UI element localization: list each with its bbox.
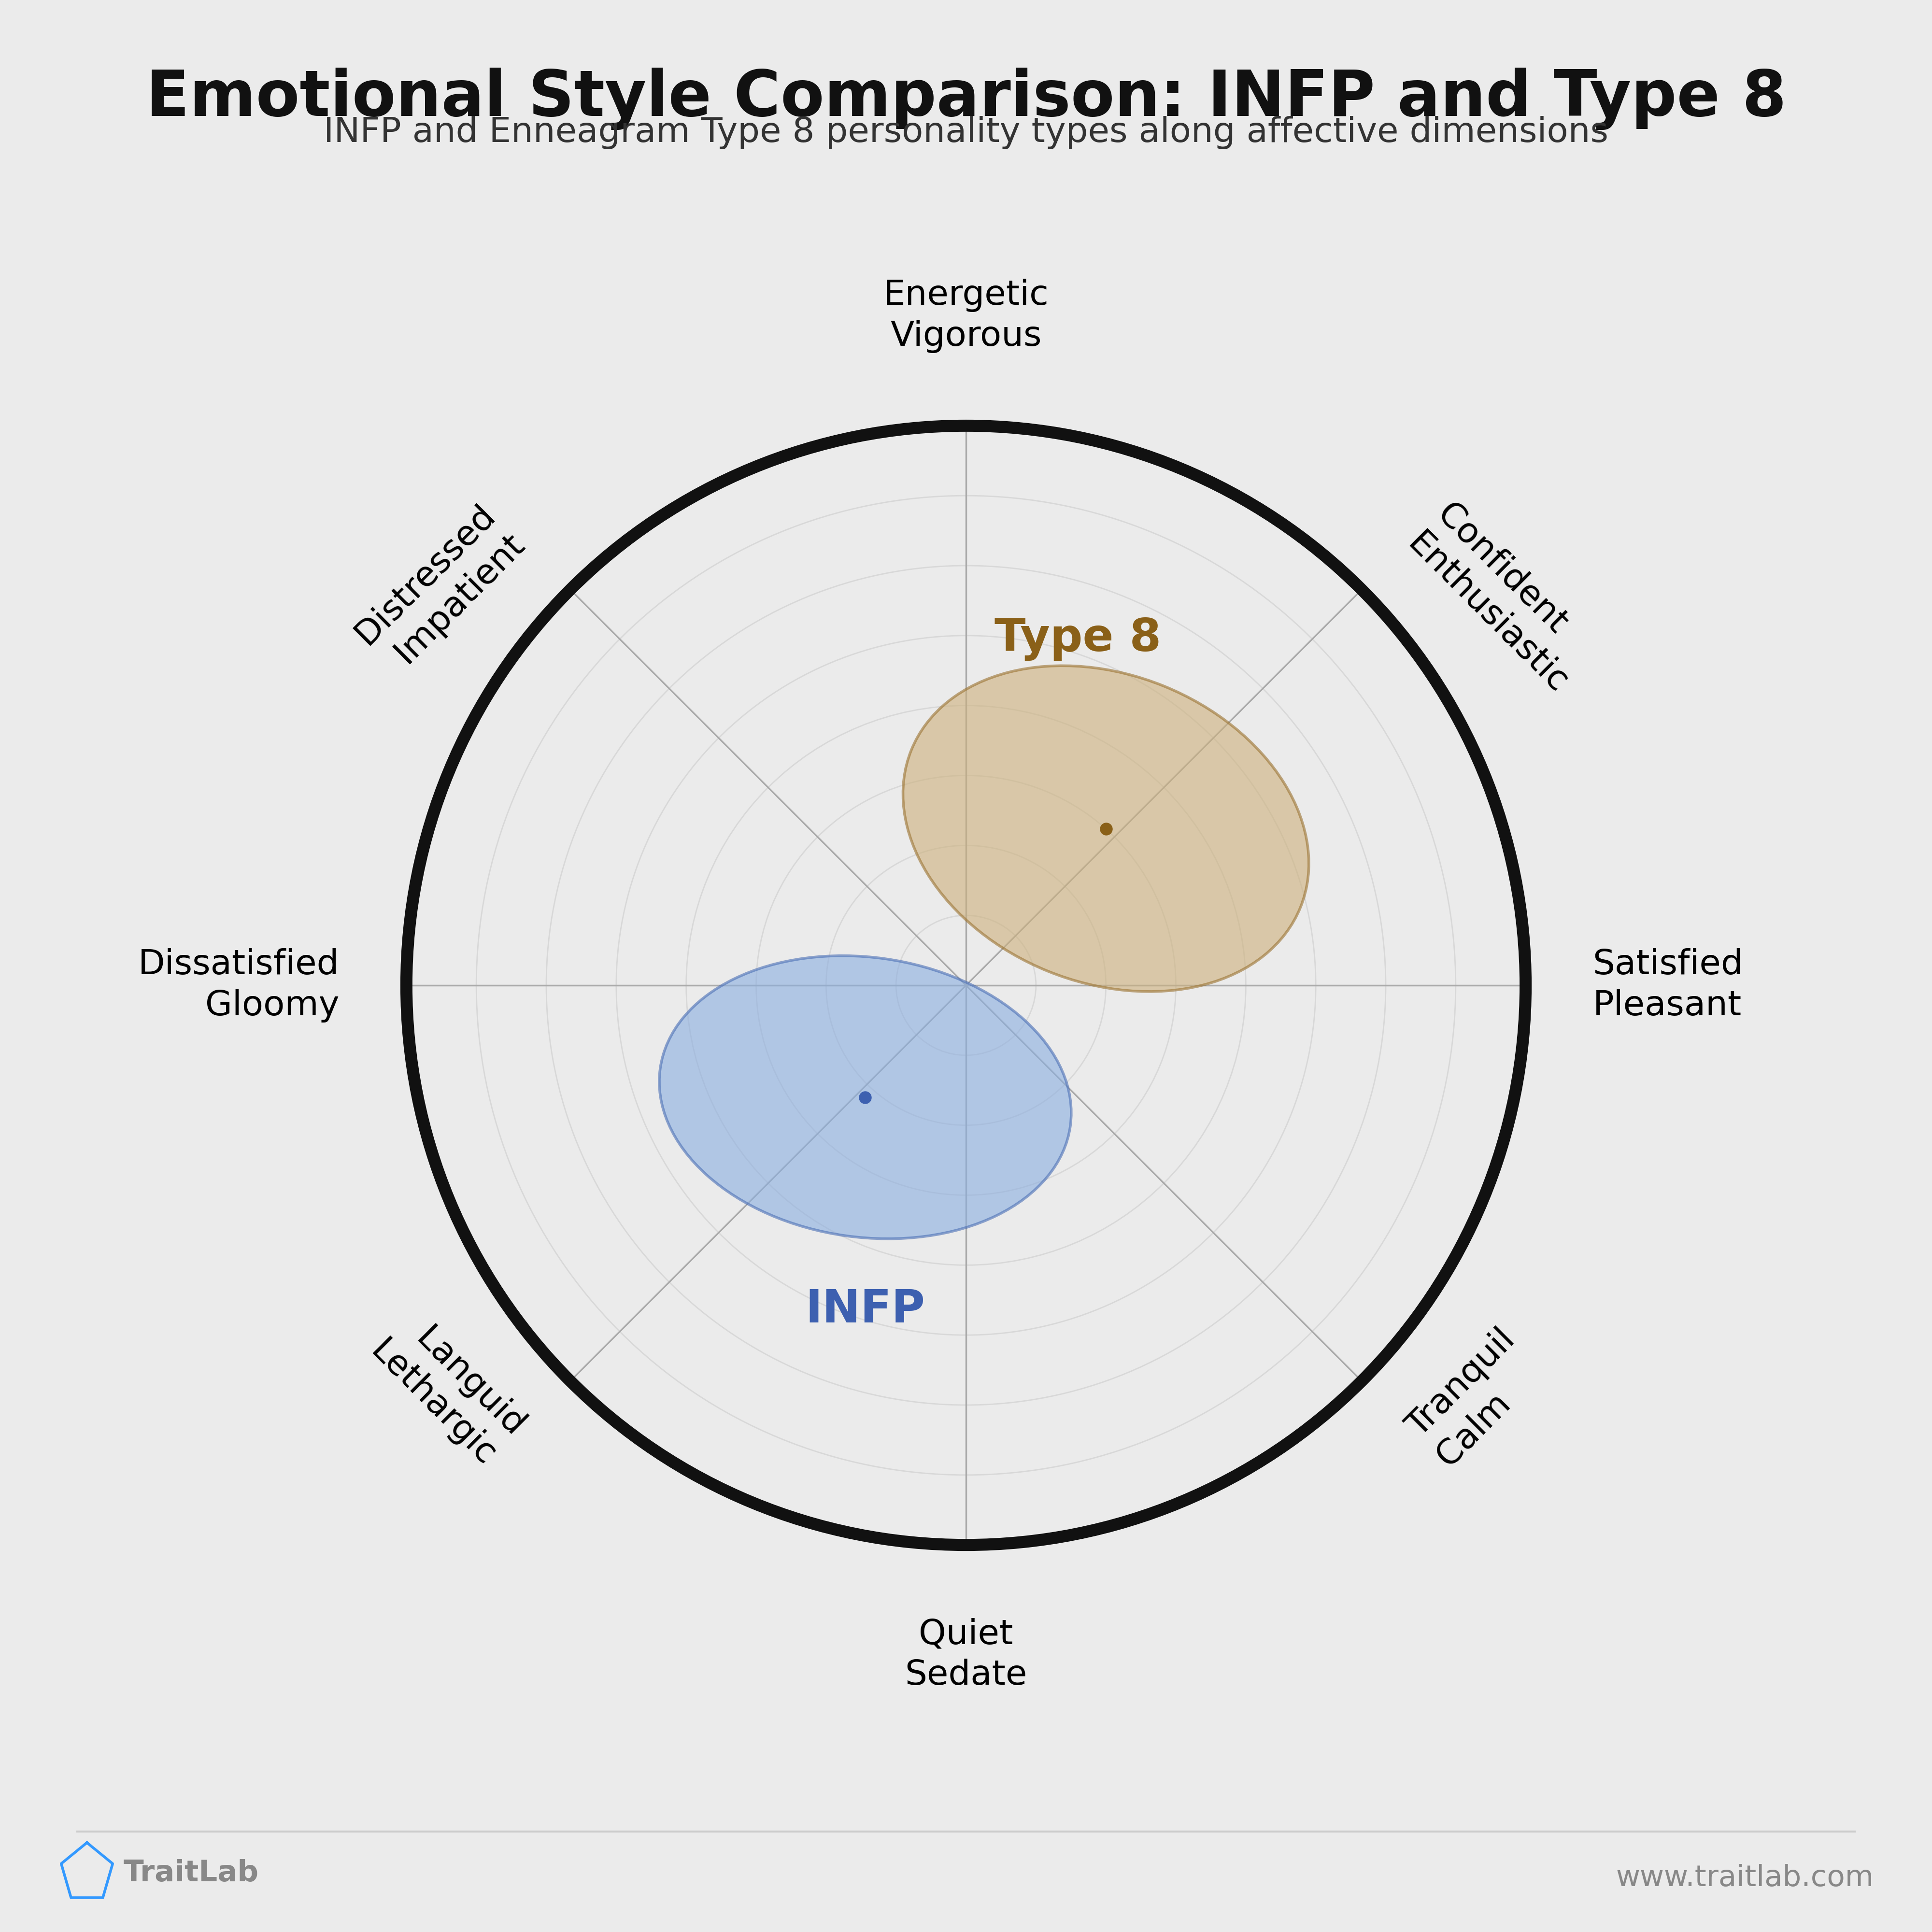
Text: Languid
Lethargic: Languid Lethargic [363, 1306, 531, 1472]
Text: Confident
Enthusiastic: Confident Enthusiastic [1401, 498, 1604, 699]
Text: Distressed
Impatient: Distressed Impatient [350, 498, 531, 680]
Text: Emotional Style Comparison: INFP and Type 8: Emotional Style Comparison: INFP and Typ… [145, 68, 1787, 129]
Text: TraitLab: TraitLab [124, 1859, 259, 1888]
Text: Energetic
Vigorous: Energetic Vigorous [883, 278, 1049, 354]
Ellipse shape [659, 956, 1070, 1238]
Text: INFP and Enneagram Type 8 personality types along affective dimensions: INFP and Enneagram Type 8 personality ty… [325, 116, 1607, 149]
Text: www.traitlab.com: www.traitlab.com [1615, 1864, 1874, 1891]
Text: INFP: INFP [806, 1287, 925, 1333]
Text: Type 8: Type 8 [995, 616, 1161, 661]
Text: Quiet
Sedate: Quiet Sedate [904, 1617, 1028, 1692]
Ellipse shape [902, 667, 1308, 991]
Text: Satisfied
Pleasant: Satisfied Pleasant [1592, 949, 1743, 1022]
Text: Dissatisfied
Gloomy: Dissatisfied Gloomy [137, 949, 340, 1022]
Text: Tranquil
Calm: Tranquil Calm [1401, 1323, 1551, 1472]
